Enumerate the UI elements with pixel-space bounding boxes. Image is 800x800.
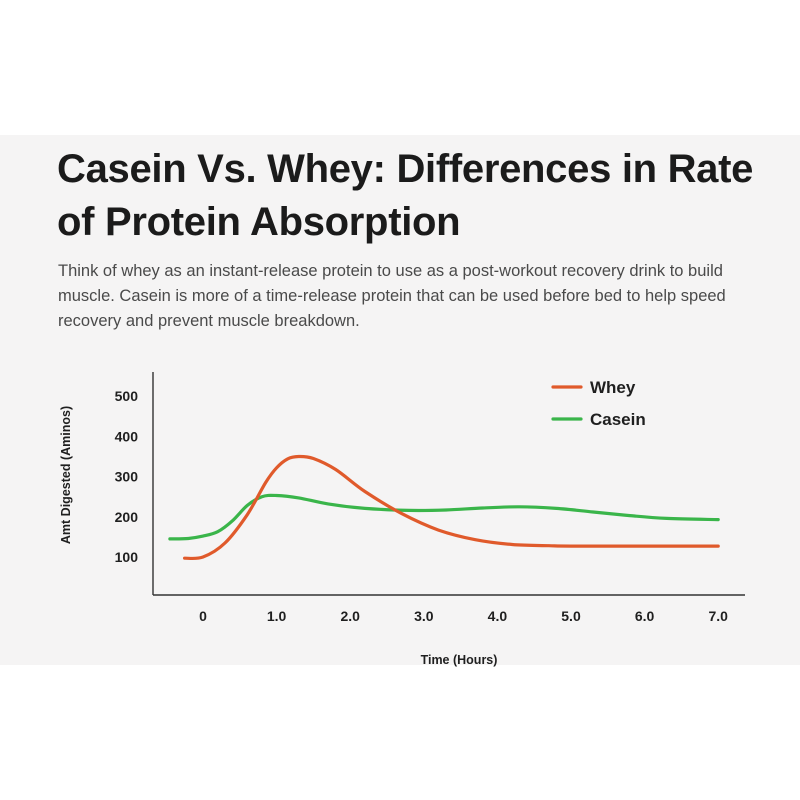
chart-axes: [152, 372, 745, 596]
x-axis-ticks: 0 1.0 2.0 3.0 4.0 5.0 6.0 7.0: [199, 608, 728, 624]
y-tick-label: 300: [115, 469, 139, 485]
series-line-whey: [183, 454, 720, 561]
y-tick-label: 200: [115, 509, 139, 525]
y-tick-label: 500: [115, 388, 139, 404]
x-tick-label: 5.0: [561, 608, 581, 624]
x-tick-label: 2.0: [340, 608, 360, 624]
x-tick-label: 7.0: [708, 608, 728, 624]
y-axis-label: Amt Digested (Aminos): [59, 406, 73, 544]
y-axis-ticks: 100 200 300 400 500: [115, 388, 139, 565]
series-line-casein: [168, 493, 720, 541]
legend-label-casein: Casein: [590, 410, 646, 429]
legend-label-whey: Whey: [590, 378, 636, 397]
y-tick-label: 100: [115, 549, 139, 565]
x-tick-label: 3.0: [414, 608, 434, 624]
x-tick-label: 4.0: [488, 608, 508, 624]
description-text: Think of whey as an instant-release prot…: [58, 262, 726, 330]
x-tick-label: 6.0: [635, 608, 655, 624]
x-tick-label: 0: [199, 608, 207, 624]
chart-series: [168, 454, 720, 561]
page-title: Casein Vs. Whey: Differences in Rate of …: [57, 147, 754, 244]
x-tick-label: 1.0: [267, 608, 287, 624]
y-tick-label: 400: [115, 428, 139, 444]
x-axis-label: Time (Hours): [421, 653, 498, 667]
infographic-card: Casein Vs. Whey: Differences in Rate of …: [0, 135, 800, 665]
chart-legend: Whey Casein: [551, 378, 646, 429]
